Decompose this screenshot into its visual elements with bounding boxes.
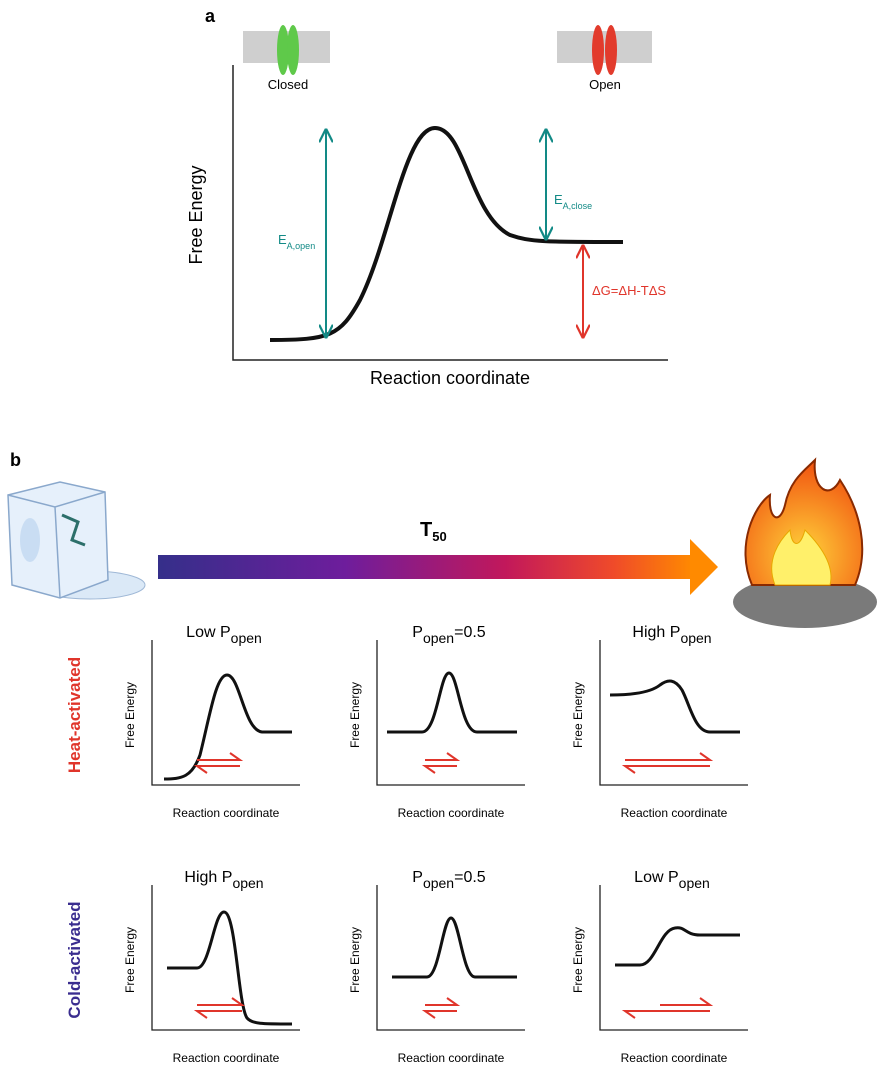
subscript: A,open [287, 241, 316, 251]
y-axis-label: Free Energy [186, 165, 206, 264]
subscript: A,close [563, 201, 593, 211]
x-axis-label: Reaction coordinate [398, 1051, 505, 1065]
axes [599, 885, 748, 1031]
equilibrium-arrow [621, 752, 714, 774]
plot-title: Popen=0.5 [412, 869, 486, 891]
energy-curve [392, 916, 517, 979]
state-label: Open [589, 77, 621, 92]
closed-channel-icon [243, 25, 330, 75]
axes [151, 885, 300, 1031]
fire-icon [733, 457, 877, 628]
x-axis-label: Reaction coordinate [398, 806, 505, 820]
energy-curve [167, 910, 293, 1026]
title-suffix: =0.5 [454, 624, 486, 641]
title-symbol: P [222, 869, 233, 886]
state-label: Closed [268, 77, 308, 92]
title-prefix: High [184, 869, 217, 886]
title-suffix: =0.5 [454, 869, 486, 886]
barrier-label: EA,open [278, 232, 315, 251]
subscript: open [679, 875, 710, 891]
axes [376, 885, 525, 1031]
subscript: 50 [432, 529, 446, 544]
plot-title: High Popen [632, 624, 711, 646]
x-axis-label: Reaction coordinate [173, 806, 280, 820]
equilibrium-arrow [421, 997, 461, 1019]
title-prefix: High [632, 624, 665, 641]
main-text: E [278, 232, 287, 247]
title-symbol: P [412, 624, 423, 641]
equilibrium-arrow [421, 752, 461, 774]
y-axis-label: Free Energy [348, 682, 362, 748]
y-axis-label: Free Energy [123, 927, 137, 993]
energy-curve [387, 671, 517, 734]
barrier-label: EA,close [554, 192, 592, 211]
subscript: open [680, 630, 711, 646]
axes [232, 65, 668, 361]
x-axis-label: Reaction coordinate [621, 806, 728, 820]
temperature-gradient-arrow [158, 539, 718, 595]
subscript: open [423, 875, 454, 891]
x-axis-label: Reaction coordinate [370, 368, 530, 388]
ice-icon [7, 481, 146, 600]
axes [599, 640, 748, 786]
title-symbol: P [412, 869, 423, 886]
row-label: Heat-activated [65, 657, 84, 773]
plot-title: Popen=0.5 [412, 624, 486, 646]
subscript: open [232, 875, 263, 891]
title-prefix: Low [186, 624, 216, 641]
plot-title: Low Popen [634, 869, 710, 891]
y-axis-label: Free Energy [571, 927, 585, 993]
main-text: T [420, 519, 432, 541]
main-text: E [554, 192, 563, 207]
axes [376, 640, 525, 786]
equilibrium-arrow [193, 997, 246, 1019]
panel-label: a [205, 6, 216, 26]
delta-g-label: ΔG=ΔH-TΔS [592, 283, 666, 298]
energy-curve [269, 125, 624, 342]
y-axis-label: Free Energy [123, 682, 137, 748]
title-symbol: P [670, 624, 681, 641]
plot-title: High Popen [184, 869, 263, 891]
x-axis-label: Reaction coordinate [621, 1051, 728, 1065]
energy-plots: Heat-activated Low Popen Free Energy Reacti… [65, 624, 748, 1065]
y-axis-label: Free Energy [571, 682, 585, 748]
energy-curve [615, 926, 740, 967]
axes [151, 640, 300, 786]
equilibrium-arrow [193, 752, 244, 774]
plot-title: Low Popen [186, 624, 262, 646]
row-label: Cold-activated [65, 901, 84, 1018]
title-prefix: Low [634, 869, 664, 886]
subscript: open [423, 630, 454, 646]
y-axis-label: Free Energy [348, 927, 362, 993]
panel-label: b [10, 450, 21, 470]
title-symbol: P [220, 624, 231, 641]
title-symbol: P [668, 869, 679, 886]
equilibrium-arrow [621, 997, 714, 1019]
subscript: open [231, 630, 262, 646]
energy-curve [163, 673, 292, 781]
energy-curve [609, 679, 740, 734]
x-axis-label: Reaction coordinate [173, 1051, 280, 1065]
gradient-label: T50 [420, 519, 447, 544]
open-channel-icon [557, 25, 652, 75]
